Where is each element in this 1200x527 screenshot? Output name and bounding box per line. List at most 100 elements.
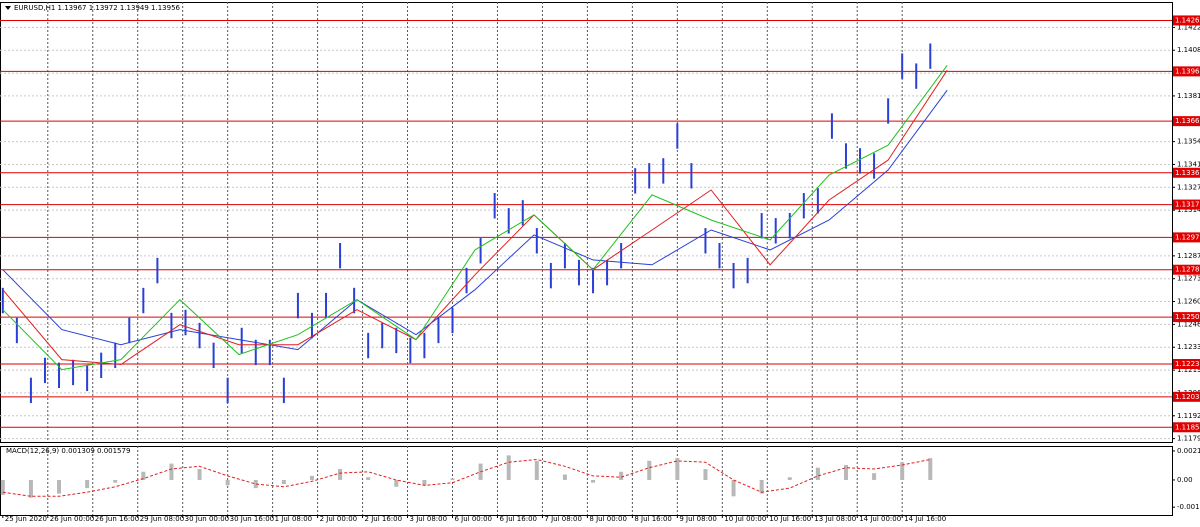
macd-bar — [225, 479, 230, 486]
level-label: 1.13960 — [1175, 67, 1200, 75]
macd-bar — [562, 474, 567, 480]
x-tick-label: 30 Jun 16:00 — [230, 515, 274, 523]
macd-bar — [366, 477, 371, 480]
x-tick-label: 10 Jul 00:00 — [724, 515, 766, 523]
macd-bar — [141, 471, 146, 480]
y-tick-label: 0.00 — [1177, 476, 1193, 484]
level-label: 1.11857 — [1175, 423, 1200, 431]
level-label: 1.12508 — [1175, 313, 1200, 321]
macd-bar — [281, 479, 286, 485]
x-tick-label: 3 Jul 08:00 — [410, 515, 448, 523]
macd-bar — [647, 460, 652, 480]
level-label-box — [1173, 422, 1200, 433]
level-label: 1.13666 — [1175, 117, 1200, 125]
y-tick-label: 1.12195 — [1177, 366, 1200, 374]
x-tick-label: 14 Jul 16:00 — [904, 515, 946, 523]
x-tick-label: 6 Jul 16:00 — [499, 515, 537, 523]
level-label-box — [1173, 66, 1200, 77]
level-label-box — [1173, 264, 1200, 275]
signal-line — [2, 458, 931, 497]
x-tick-label: 8 Jul 16:00 — [634, 515, 672, 523]
menu-arrow[interactable] — [5, 6, 11, 10]
level-label-box — [1173, 15, 1200, 26]
x-tick-label: 26 Jun 00:00 — [50, 515, 94, 523]
macd-bar — [197, 469, 202, 480]
y-tick-label: -0.001994 — [1177, 503, 1200, 511]
macd-bar — [169, 463, 174, 480]
level-label-box — [1173, 167, 1200, 178]
macd-bar — [872, 473, 877, 480]
y-tick-label: 1.12330 — [1177, 343, 1200, 351]
y-tick-label: 0.002126 — [1177, 447, 1200, 455]
moving-average — [2, 69, 948, 366]
x-tick-label: 14 Jul 00:00 — [859, 515, 901, 523]
macd-bar — [928, 458, 933, 480]
macd-bar — [113, 479, 118, 483]
y-tick-label: 1.11790 — [1177, 435, 1200, 443]
x-tick-label: 7 Jul 08:00 — [544, 515, 582, 523]
macd-bar — [253, 479, 258, 489]
level-label: 1.12788 — [1175, 266, 1200, 274]
level-label: 1.13173 — [1175, 201, 1200, 209]
macd-bar — [338, 469, 343, 480]
x-tick-label: 10 Jul 16:00 — [769, 515, 811, 523]
macd-bar — [309, 475, 314, 480]
macd-bar — [619, 471, 624, 480]
x-tick-label: 25 Jun 2020 — [5, 515, 47, 523]
y-tick-label: 1.12735 — [1177, 275, 1200, 283]
macd-bar — [843, 464, 848, 480]
y-tick-label: 1.12465 — [1177, 320, 1200, 328]
macd-bar — [57, 479, 62, 494]
x-tick-label: 13 Jul 08:00 — [814, 515, 856, 523]
y-tick-label: 1.11925 — [1177, 412, 1200, 420]
panel-frame — [0, 2, 1173, 443]
x-tick-label: 6 Jul 00:00 — [454, 515, 492, 523]
level-label: 1.12037 — [1175, 393, 1200, 401]
macd-bar — [703, 469, 708, 480]
x-tick-label: 26 Jun 16:00 — [95, 515, 139, 523]
level-label-box — [1173, 391, 1200, 402]
y-tick-label: 1.13815 — [1177, 92, 1200, 100]
y-tick-label: 1.14085 — [1177, 46, 1200, 54]
macd-bar — [85, 479, 90, 489]
x-tick-label: 8 Jul 00:00 — [589, 515, 627, 523]
x-tick-label: 1 Jul 08:00 — [275, 515, 313, 523]
x-tick-label: 29 Jun 08:00 — [140, 515, 184, 523]
macd-bar — [450, 478, 455, 480]
macd-bar — [394, 479, 399, 487]
panel-frame — [0, 446, 1173, 516]
macd-bar — [731, 479, 736, 497]
level-label-box — [1173, 312, 1200, 323]
macd-bar — [534, 460, 539, 480]
macd-bar — [900, 462, 905, 480]
y-tick-label: 1.13545 — [1177, 138, 1200, 146]
x-tick-label: 2 Jul 16:00 — [365, 515, 403, 523]
macd-bar — [28, 479, 33, 498]
macd-bar — [591, 479, 596, 483]
y-tick-label: 1.12870 — [1177, 252, 1200, 260]
macd-bar — [422, 479, 427, 486]
level-label-box — [1173, 358, 1200, 369]
y-tick-label: 1.13275 — [1177, 183, 1200, 191]
macd-bar — [815, 467, 820, 480]
macd-bar — [506, 455, 511, 480]
level-label-box — [1173, 232, 1200, 243]
macd-bar — [787, 477, 792, 480]
macd-bar — [759, 479, 764, 494]
y-tick-label: 1.12600 — [1177, 298, 1200, 306]
level-label: 1.12979 — [1175, 233, 1200, 241]
macd-bar — [675, 458, 680, 480]
y-tick-label: 1.14220 — [1177, 23, 1200, 31]
level-label-box — [1173, 116, 1200, 127]
chart-title: EURUSD,H1 1.13967 1.13972 1.13949 1.1395… — [14, 4, 181, 12]
moving-average — [2, 65, 948, 371]
x-tick-label: 2 Jul 00:00 — [320, 515, 358, 523]
level-label-box — [1173, 199, 1200, 210]
x-tick-label: 9 Jul 08:00 — [679, 515, 717, 523]
